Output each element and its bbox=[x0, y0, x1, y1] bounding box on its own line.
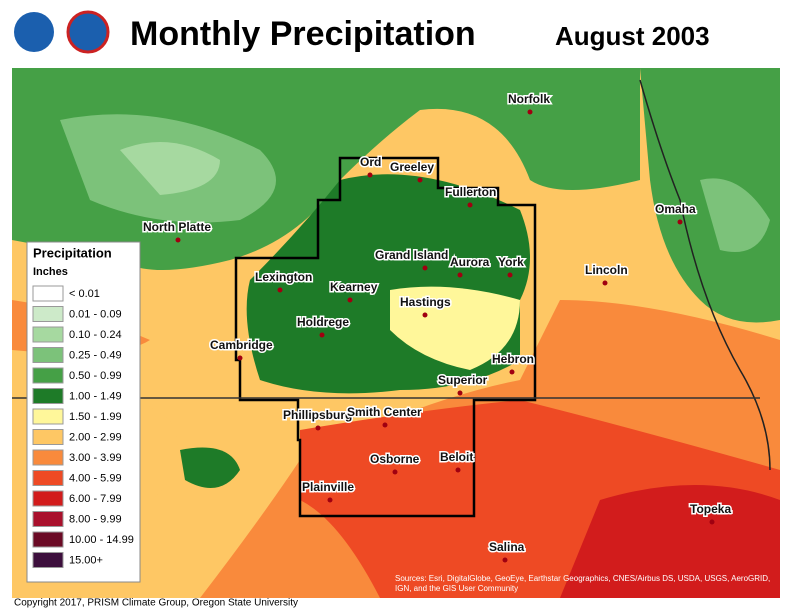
city-dot bbox=[382, 422, 388, 428]
city-dot bbox=[527, 109, 533, 115]
legend-label: 8.00 - 9.99 bbox=[69, 513, 122, 525]
city-label: Ord bbox=[360, 155, 381, 169]
source-box: Sources: Esri, DigitalGlobe, GeoEye, Ear… bbox=[395, 574, 771, 593]
city-label: Aurora bbox=[450, 255, 490, 269]
city-label: North Platte bbox=[143, 220, 211, 234]
city-dot bbox=[392, 469, 398, 475]
city-label: Hastings bbox=[400, 295, 451, 309]
legend-label: 4.00 - 5.99 bbox=[69, 472, 122, 484]
copyright: Copyright 2017, PRISM Climate Group, Ore… bbox=[14, 598, 298, 609]
legend-label: 0.01 - 0.09 bbox=[69, 308, 122, 320]
city-label: Beloit bbox=[440, 450, 473, 464]
legend-swatch bbox=[32, 552, 64, 568]
legend-swatch bbox=[32, 326, 64, 343]
city-label: Lexington bbox=[255, 270, 312, 284]
legend-label: 1.50 - 1.99 bbox=[69, 411, 122, 423]
precip-field bbox=[12, 68, 780, 598]
city-label: Greeley bbox=[390, 160, 434, 174]
city-label: York bbox=[498, 255, 524, 269]
city-label: Superior bbox=[438, 373, 488, 387]
legend-swatch bbox=[32, 306, 64, 322]
city-dot bbox=[347, 297, 353, 303]
legend: Precipitation Inches < 0.01 0.01 - 0.09 0.… bbox=[26, 241, 141, 583]
city-dot bbox=[319, 332, 325, 338]
legend-swatch bbox=[32, 388, 64, 404]
legend-swatch bbox=[32, 511, 64, 527]
noaa-logo bbox=[14, 12, 54, 52]
legend-label: 0.50 - 0.99 bbox=[69, 370, 122, 382]
city-label: Salina bbox=[489, 540, 525, 554]
legend-label: 0.25 - 0.49 bbox=[69, 349, 122, 361]
legend-label: 15.00+ bbox=[69, 554, 103, 566]
cities: North Platte Lexington Kearney Holdrege Camb… bbox=[142, 91, 733, 563]
city-label: Smith Center bbox=[347, 405, 422, 419]
city-dot bbox=[509, 369, 515, 375]
date: August 2003 bbox=[555, 21, 710, 51]
city-dot bbox=[327, 497, 333, 503]
nws-logo bbox=[66, 10, 110, 54]
city-dot bbox=[709, 519, 715, 525]
legend-swatch bbox=[32, 429, 64, 445]
legend-units: Inches bbox=[33, 266, 68, 278]
city-dot bbox=[457, 272, 463, 278]
legend-label: < 0.01 bbox=[69, 288, 100, 300]
legend-label: 6.00 - 7.99 bbox=[69, 493, 122, 505]
legend-swatch bbox=[32, 347, 64, 363]
city-label: Lincoln bbox=[585, 263, 628, 277]
city-dot bbox=[417, 177, 423, 183]
city-dot bbox=[602, 280, 608, 286]
legend-swatch bbox=[32, 285, 64, 302]
legend-swatch bbox=[32, 490, 64, 507]
city-dot bbox=[457, 390, 463, 396]
legend-label: 3.00 - 3.99 bbox=[69, 452, 122, 464]
city-label: Osborne bbox=[370, 452, 420, 466]
legend-label: 10.00 - 14.99 bbox=[69, 534, 134, 546]
city-dot bbox=[422, 265, 428, 271]
legend-label: 1.00 - 1.49 bbox=[69, 390, 122, 402]
legend-label: 0.10 - 0.24 bbox=[69, 329, 122, 341]
city-label: Norfolk bbox=[508, 92, 550, 106]
legend-swatch bbox=[32, 470, 64, 486]
river-boundary bbox=[639, 79, 771, 471]
city-dot bbox=[237, 355, 243, 361]
legend-swatch bbox=[32, 449, 64, 466]
city-dot bbox=[175, 237, 181, 243]
city-label: Fullerton bbox=[445, 185, 496, 199]
cwa-boundary bbox=[234, 156, 537, 518]
city-dot bbox=[677, 219, 683, 225]
city-label: Omaha bbox=[655, 202, 696, 216]
city-dot bbox=[467, 202, 473, 208]
legend-title: Precipitation bbox=[33, 245, 112, 260]
city-dot bbox=[277, 287, 283, 293]
title: Monthly Precipitation bbox=[130, 15, 476, 53]
city-dot bbox=[315, 425, 321, 431]
city-label: Kearney bbox=[330, 280, 378, 294]
legend-swatch bbox=[32, 531, 64, 548]
city-label: Topeka bbox=[690, 502, 731, 516]
city-dot bbox=[422, 312, 428, 318]
city-label: Holdrege bbox=[297, 315, 349, 329]
city-label: Grand Island bbox=[375, 248, 448, 262]
city-dot bbox=[502, 557, 508, 563]
legend-label: 2.00 - 2.99 bbox=[69, 431, 122, 443]
city-dot bbox=[367, 172, 373, 178]
legend-swatch bbox=[32, 367, 64, 384]
city-dot bbox=[507, 272, 513, 278]
city-label: Hebron bbox=[492, 352, 534, 366]
source: Sources: Esri, DigitalGlobe, GeoEye, Ear… bbox=[395, 574, 771, 593]
city-dot bbox=[455, 467, 461, 473]
city-label: Plainville bbox=[302, 480, 354, 494]
legend-swatch bbox=[32, 408, 64, 425]
city-label: Phillipsburg bbox=[283, 408, 352, 422]
city-label: Cambridge bbox=[210, 338, 273, 352]
